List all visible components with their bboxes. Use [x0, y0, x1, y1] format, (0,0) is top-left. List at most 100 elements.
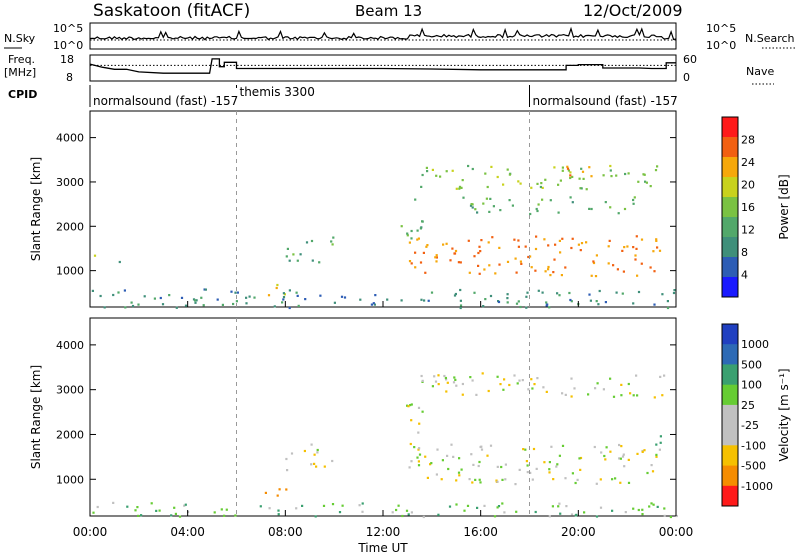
- echo-cell: [460, 468, 463, 471]
- echo-cell: [508, 199, 511, 202]
- y-axis-label: Slant Range [km]: [29, 157, 43, 261]
- echo-cell: [416, 229, 419, 232]
- echo-cell: [663, 507, 666, 510]
- echo-cell: [253, 296, 256, 299]
- echo-cell: [444, 376, 447, 380]
- echo-cell: [621, 249, 624, 252]
- echo-cell: [310, 443, 313, 446]
- echo-cell: [558, 454, 561, 457]
- panel-frame: [89, 317, 677, 517]
- echo-cell: [527, 255, 530, 259]
- echo-cell: [649, 185, 652, 188]
- echo-cell: [358, 504, 361, 507]
- echo-cell: [484, 298, 487, 301]
- echo-cell: [637, 290, 641, 294]
- echo-cell: [635, 235, 638, 238]
- echo-cell: [641, 513, 644, 516]
- echo-cell: [604, 201, 607, 204]
- echo-cell: [400, 225, 403, 228]
- colorbar-swatch: [722, 445, 738, 466]
- echo-cell: [636, 394, 639, 397]
- echo-cell: [480, 448, 484, 451]
- echo-cell: [568, 291, 571, 295]
- echo-cell: [137, 514, 140, 517]
- echo-cell: [567, 169, 570, 172]
- echo-cell: [655, 455, 658, 458]
- power-panel: 1000 2000 3000 4000 Slant Range [km] 28 24 20 16…: [29, 110, 791, 310]
- echo-cell: [559, 251, 562, 254]
- echo-cell: [489, 294, 493, 298]
- echo-cell: [461, 179, 464, 182]
- echo-cell: [537, 203, 540, 206]
- echo-cell: [158, 509, 161, 512]
- echo-cell: [517, 239, 520, 242]
- noise-tick-bottom-right: 10^0: [706, 39, 736, 52]
- echo-cell: [174, 512, 177, 515]
- echo-cell: [588, 207, 591, 210]
- echo-cell: [632, 246, 635, 249]
- echo-cell: [112, 501, 115, 504]
- cpid-segment-label: themis 3300: [240, 85, 315, 99]
- echo-cell: [99, 294, 102, 298]
- colorbar-tick-label: 16: [741, 201, 755, 214]
- echo-cell: [435, 260, 438, 263]
- echo-cell: [414, 251, 417, 254]
- echo-cell: [595, 515, 599, 518]
- echo-cell: [541, 186, 544, 189]
- echo-cell: [516, 382, 519, 385]
- echo-cell: [552, 478, 555, 481]
- echo-cell: [549, 199, 552, 202]
- echo-cell: [410, 511, 413, 514]
- echo-cell: [178, 515, 182, 518]
- echo-cell: [437, 374, 440, 377]
- echo-cell: [557, 505, 560, 508]
- echo-cell: [612, 395, 616, 398]
- echo-cell: [248, 295, 251, 298]
- echo-cell: [361, 510, 364, 513]
- echo-cell: [543, 238, 546, 241]
- echo-cell: [656, 246, 659, 249]
- echo-cell: [663, 514, 666, 517]
- freq-line: [89, 58, 676, 74]
- echo-cell: [194, 299, 197, 302]
- echo-cell: [508, 173, 511, 176]
- echo-cell: [570, 377, 573, 380]
- echo-cell: [659, 435, 662, 438]
- echo-cell: [173, 506, 176, 509]
- echo-cell: [123, 289, 126, 292]
- echo-cell: [301, 504, 304, 507]
- echo-cell: [471, 481, 474, 484]
- echo-cell: [457, 471, 461, 474]
- noise-tick-bottom-left: 10^0: [53, 39, 83, 52]
- echo-cell: [627, 172, 630, 175]
- colorbar-frame: [721, 323, 739, 507]
- echo-cell: [544, 178, 547, 181]
- echo-cell: [416, 456, 419, 459]
- echo-cell: [497, 300, 501, 304]
- echo-cell: [570, 300, 573, 303]
- echo-cell: [296, 294, 299, 297]
- echo-cell: [530, 378, 533, 381]
- echo-cell: [486, 185, 489, 189]
- echo-cell: [467, 239, 470, 242]
- echo-cell: [414, 266, 417, 269]
- echo-cell: [634, 258, 637, 261]
- echo-cell: [557, 211, 560, 214]
- echo-cell: [565, 505, 568, 508]
- echo-cell: [583, 511, 586, 514]
- echo-cell: [437, 383, 440, 386]
- echo-cell: [418, 447, 421, 450]
- x-tick-label: 00:00: [73, 525, 108, 539]
- nsearch-label: N.Search: [745, 32, 795, 45]
- colorbar-swatch: [722, 404, 738, 426]
- echo-cell: [654, 169, 658, 172]
- echo-cell: [499, 209, 502, 212]
- echo-cell: [547, 244, 550, 247]
- echo-cell: [496, 375, 499, 378]
- echo-cell: [483, 504, 486, 507]
- echo-cell: [232, 302, 235, 306]
- echo-cell: [656, 165, 659, 168]
- echo-cell: [431, 385, 434, 388]
